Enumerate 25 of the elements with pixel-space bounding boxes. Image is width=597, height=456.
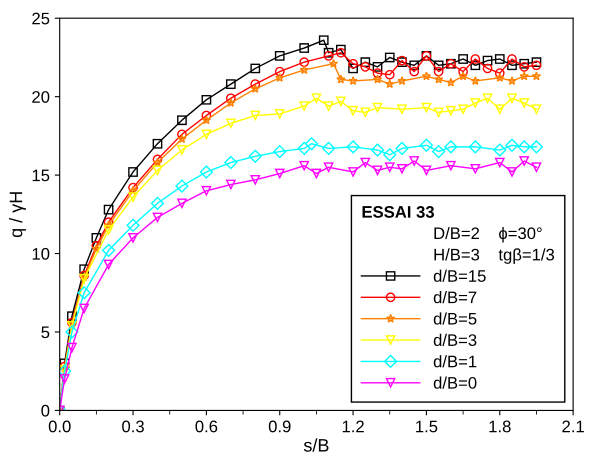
x-tick-label: 1.8 (489, 420, 511, 432)
y-tick-label: 25 (32, 12, 50, 24)
y-tick-label: 15 (32, 170, 50, 182)
y-tick-label: 5 (41, 326, 50, 338)
x-tick-label: 1.5 (416, 420, 438, 432)
x-axis-title: s/B (304, 438, 328, 452)
annotation: H/B=3 tgβ=1/3 (434, 248, 554, 264)
legend-label: d/B=7 (434, 291, 476, 304)
x-tick-label: 1.2 (342, 420, 364, 432)
legend-label: d/B=3 (434, 334, 476, 346)
x-tick-label: 2.1 (562, 420, 584, 432)
x-tick-label: 0.9 (268, 420, 291, 432)
legend-label: d/B=5 (434, 312, 476, 325)
annotation: D/B=2 ϕ=30° (434, 226, 542, 242)
legend-label: d/B=0 (434, 376, 476, 389)
legend-label: d/B=1 (434, 355, 476, 368)
y-tick-label: 0 (41, 404, 50, 417)
y-tick-label: 10 (32, 248, 50, 260)
x-tick-label: 0.0 (48, 420, 71, 432)
legend-title: ESSAI 33 (362, 206, 434, 218)
legend-label: d/B=15 (434, 270, 486, 282)
x-tick-label: 0.6 (195, 420, 218, 432)
y-axis-title: q / γH (9, 192, 26, 238)
x-tick-label: 0.3 (122, 420, 144, 432)
y-tick-label: 20 (32, 91, 50, 103)
